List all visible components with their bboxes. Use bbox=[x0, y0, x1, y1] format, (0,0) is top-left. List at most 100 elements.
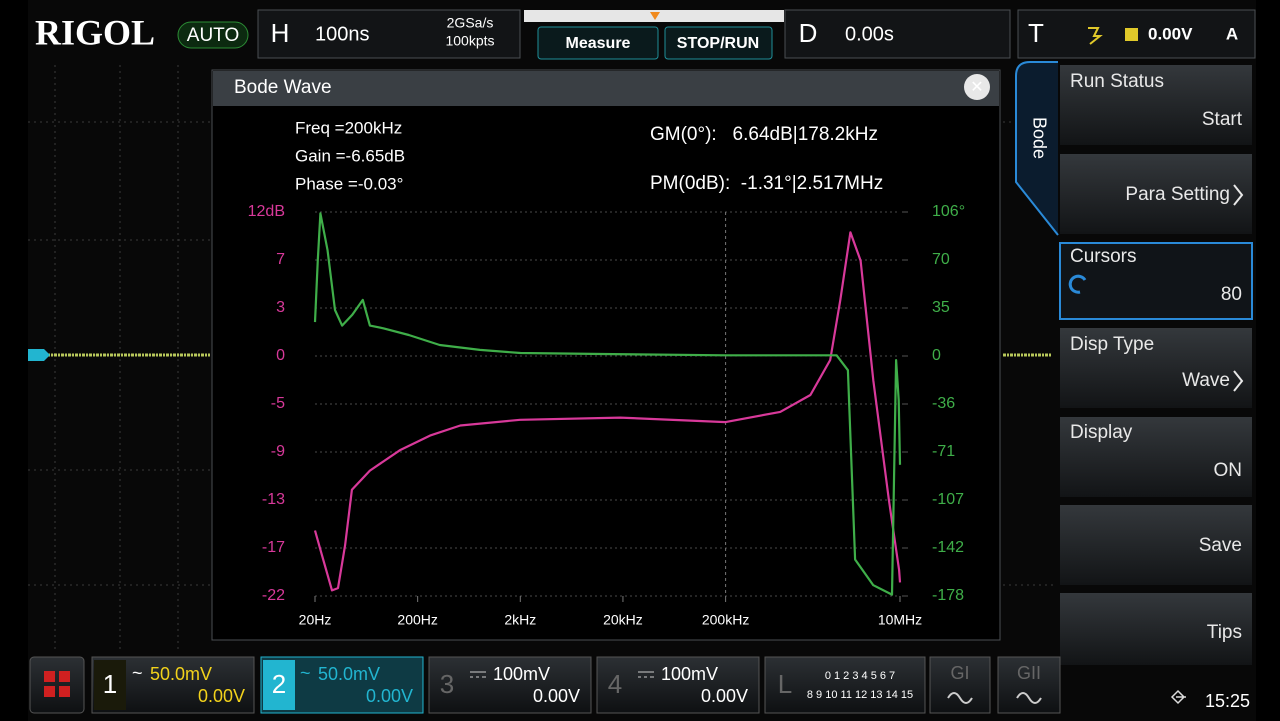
y-tick-label: 7 bbox=[276, 251, 285, 268]
measure-button[interactable] bbox=[537, 26, 659, 60]
y-tick-label: -22 bbox=[262, 587, 285, 604]
ch2-coupling: ~ bbox=[300, 663, 311, 683]
measure-label: Measure bbox=[566, 35, 631, 52]
gen1-box[interactable] bbox=[929, 656, 991, 714]
menu-item[interactable] bbox=[1060, 417, 1252, 497]
x-tick-label: 200Hz bbox=[397, 612, 437, 628]
delay: 0.00s bbox=[845, 23, 894, 45]
usb-icon bbox=[1170, 689, 1186, 705]
y2-tick-label: 70 bbox=[932, 251, 950, 268]
trigger-edge-icon bbox=[1088, 27, 1103, 45]
menu-item[interactable] bbox=[1060, 154, 1252, 234]
ch3-offset: 0.00V bbox=[533, 686, 580, 706]
logic-label: L bbox=[778, 669, 792, 699]
ch4-scale: 100mV bbox=[661, 664, 718, 684]
logic-row2: 8 9 10 11 12 13 14 15 bbox=[807, 689, 913, 701]
logo: RIGOL bbox=[35, 12, 155, 52]
ch2-marker bbox=[28, 349, 50, 361]
mode: AUTO bbox=[187, 25, 239, 46]
gen1-wave bbox=[947, 692, 973, 704]
logic-box[interactable] bbox=[764, 656, 926, 714]
menu-value: Start bbox=[1202, 109, 1243, 130]
ch2-tag bbox=[263, 660, 295, 710]
trigger-level: 0.00V bbox=[1148, 24, 1193, 43]
y-tick-label: 0 bbox=[276, 347, 285, 364]
pm-readout: PM(0dB): -1.31°|2.517MHz bbox=[650, 173, 883, 194]
ch2-scale: 50.0mV bbox=[318, 664, 380, 684]
freq-readout: Freq =200kHz bbox=[295, 118, 402, 137]
ch4-box[interactable] bbox=[596, 656, 760, 714]
close-button[interactable] bbox=[964, 74, 990, 100]
bode-plot: 12dB 7 3 0 -5 -9 -13 -17 -22 106° 70 35 0 -36 -71 -107 -… bbox=[248, 203, 965, 627]
y-tick-label: -9 bbox=[271, 443, 285, 460]
menu-item[interactable] bbox=[1060, 65, 1252, 145]
ch3-coupling bbox=[470, 671, 486, 678]
ch4-number: 4 bbox=[608, 669, 622, 699]
clock: 15:25 bbox=[1205, 691, 1250, 711]
menu-item[interactable] bbox=[1060, 328, 1252, 408]
stop-run-button[interactable] bbox=[664, 26, 773, 60]
gen2-label: GII bbox=[1017, 663, 1041, 683]
y2-tick-label: -107 bbox=[932, 491, 964, 508]
ch1-scale: 50.0mV bbox=[150, 664, 212, 684]
y2-tick-label: -71 bbox=[932, 443, 955, 460]
gain-readout: Gain =-6.65dB bbox=[295, 146, 405, 165]
series-line bbox=[313, 231, 902, 592]
ch3-box[interactable] bbox=[428, 656, 592, 714]
chevron bbox=[1233, 370, 1244, 392]
ch4-coupling bbox=[638, 671, 654, 678]
d-label: D bbox=[799, 18, 818, 48]
menu-label: Save bbox=[1199, 535, 1242, 556]
y2-tick-label: 106° bbox=[932, 203, 965, 220]
menu-item[interactable] bbox=[1060, 505, 1252, 585]
app-icon-cell bbox=[44, 671, 55, 682]
d-box[interactable] bbox=[784, 9, 1011, 59]
y-tick-label: -13 bbox=[262, 491, 285, 508]
memory-depth: 100kpts bbox=[445, 33, 494, 49]
gen1-label: GI bbox=[950, 663, 969, 683]
menu-label: Tips bbox=[1207, 622, 1242, 643]
ch1-number: 1 bbox=[103, 669, 117, 699]
trigger-pos bbox=[650, 12, 660, 20]
series-line bbox=[313, 212, 902, 596]
app-button[interactable] bbox=[29, 656, 85, 714]
ch1-tag bbox=[94, 660, 126, 710]
gen2-box[interactable] bbox=[997, 656, 1061, 714]
app-icon-cell bbox=[59, 671, 70, 682]
trigger-mode: A bbox=[1226, 24, 1238, 43]
y2-tick-label: -178 bbox=[932, 587, 964, 604]
x-tick-label: 10MHz bbox=[878, 612, 922, 628]
app-icon-cell bbox=[59, 686, 70, 697]
chevron bbox=[1233, 184, 1244, 206]
phase-readout: Phase =-0.03° bbox=[295, 174, 403, 193]
ch3-scale: 100mV bbox=[493, 664, 550, 684]
menu-item-active[interactable] bbox=[1059, 242, 1253, 320]
ch1-offset: 0.00V bbox=[198, 686, 245, 706]
gen2-wave bbox=[1016, 692, 1042, 704]
ch4-offset: 0.00V bbox=[701, 686, 748, 706]
y2-tick-label: 35 bbox=[932, 299, 950, 316]
menu-label: Display bbox=[1070, 422, 1133, 443]
gm-readout: GM(0°): 6.64dB|178.2kHz bbox=[650, 124, 878, 145]
ch2-number: 2 bbox=[272, 669, 286, 699]
y-tick-label: -17 bbox=[262, 539, 285, 556]
mode-pill bbox=[177, 21, 249, 49]
t-label: T bbox=[1028, 18, 1044, 48]
logic-row1: 0 1 2 3 4 5 6 7 bbox=[825, 670, 895, 682]
y-tick-label: -5 bbox=[271, 395, 285, 412]
menu-item[interactable] bbox=[1060, 593, 1252, 665]
ch3-number: 3 bbox=[440, 669, 454, 699]
menu-tab[interactable] bbox=[1015, 61, 1059, 236]
knob-icon bbox=[1068, 274, 1087, 294]
menu-label: Para Setting bbox=[1125, 184, 1230, 205]
close-icon: ✕ bbox=[970, 79, 983, 96]
h-box[interactable] bbox=[257, 9, 521, 59]
menu-value: 80 bbox=[1221, 284, 1242, 305]
y2-tick-label: -36 bbox=[932, 395, 955, 412]
bode-title: Bode Wave bbox=[234, 77, 332, 98]
menu-value: ON bbox=[1214, 460, 1243, 481]
x-tick-label: 20Hz bbox=[299, 612, 332, 628]
